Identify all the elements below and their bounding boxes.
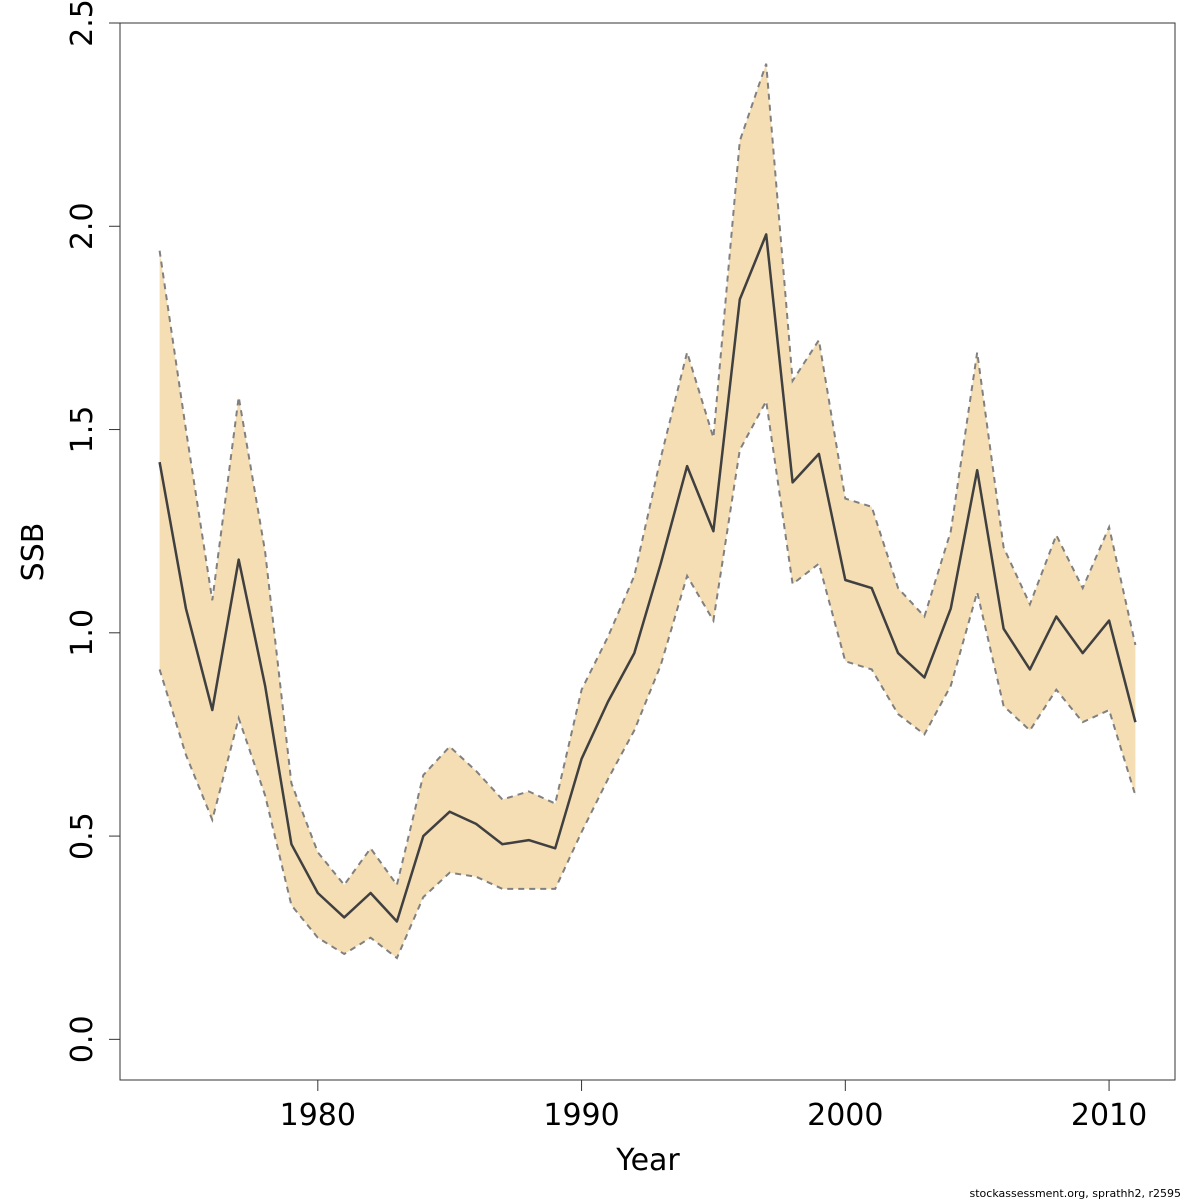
x-tick-label: 1990 xyxy=(543,1098,619,1133)
plot-frame xyxy=(119,22,1176,1081)
x-tick-label: 1980 xyxy=(280,1098,356,1133)
confidence-bounds-layer xyxy=(158,63,1137,960)
y-axis-title: SSB xyxy=(16,523,51,582)
y-axis: 0.0 0.5 1.0 1.5 2.0 2.5 xyxy=(65,0,120,1063)
x-tick-label: 2010 xyxy=(1071,1098,1147,1133)
x-axis-title: Year xyxy=(615,1143,680,1178)
upper-bound-line xyxy=(158,63,1137,888)
y-tick-label: 1.0 xyxy=(65,609,100,657)
ssb-estimate-line xyxy=(158,233,1137,923)
y-tick-label: 0.5 xyxy=(65,812,100,860)
estimate-line-layer xyxy=(158,233,1137,923)
x-tick-label: 2000 xyxy=(807,1098,883,1133)
y-tick-label: 2.0 xyxy=(65,202,100,250)
y-tick-label: 2.5 xyxy=(65,0,100,47)
y-tick-label: 1.5 xyxy=(65,406,100,454)
footer-credit: stockassessment.org, sprathh2, r2595 xyxy=(970,1187,1181,1200)
y-tick-label: 0.0 xyxy=(65,1015,100,1063)
x-axis: 1980 1990 2000 2010 xyxy=(280,1080,1147,1133)
lower-bound-line xyxy=(158,397,1137,960)
